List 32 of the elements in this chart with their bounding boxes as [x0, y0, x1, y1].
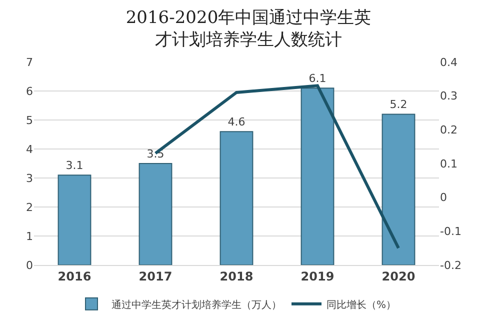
y-tick-label: 2 — [26, 200, 33, 214]
data-label: 3.1 — [66, 159, 84, 172]
y-tick-label: 7 — [26, 56, 33, 69]
legend-label: 通过中学生英才计划培养学生（万人） — [112, 298, 282, 311]
y-tick-label: 4 — [26, 142, 33, 156]
chart-title: 2016-2020年中国通过中学生英才计划培养学生人数统计 — [126, 8, 372, 50]
x-tick-label: 2019 — [300, 269, 334, 284]
y-tick-label: 6 — [26, 84, 33, 98]
bar — [300, 88, 334, 265]
y2-tick-label: 0 — [440, 191, 447, 204]
x-tick-label: 2016 — [58, 269, 92, 284]
bar — [382, 114, 416, 265]
y2-tick-label: 0.4 — [440, 56, 458, 69]
bar — [220, 131, 254, 265]
y2-tick-label: -0.2 — [440, 258, 462, 272]
y-tick-label: 1 — [26, 230, 33, 243]
y-tick-label: 3 — [26, 172, 33, 185]
bar — [58, 174, 92, 265]
y2-tick-label: 0.3 — [440, 90, 458, 103]
x-tick-label: 2017 — [138, 269, 172, 284]
y-tick-label: 0 — [26, 258, 33, 272]
data-label: 4.6 — [228, 116, 246, 129]
x-tick-label: 2018 — [220, 269, 254, 284]
y2-tick-label: -0.1 — [440, 225, 462, 238]
x-tick-label: 2020 — [382, 269, 416, 284]
legend-label: 同比增长（%） — [326, 298, 396, 311]
y-tick-label: 5 — [26, 114, 33, 127]
y2-tick-label: 0.2 — [440, 124, 458, 137]
data-label: 5.2 — [390, 98, 408, 112]
data-label: 6.1 — [308, 72, 326, 86]
y2-tick-label: 0.1 — [440, 157, 458, 170]
bar — [138, 163, 172, 265]
